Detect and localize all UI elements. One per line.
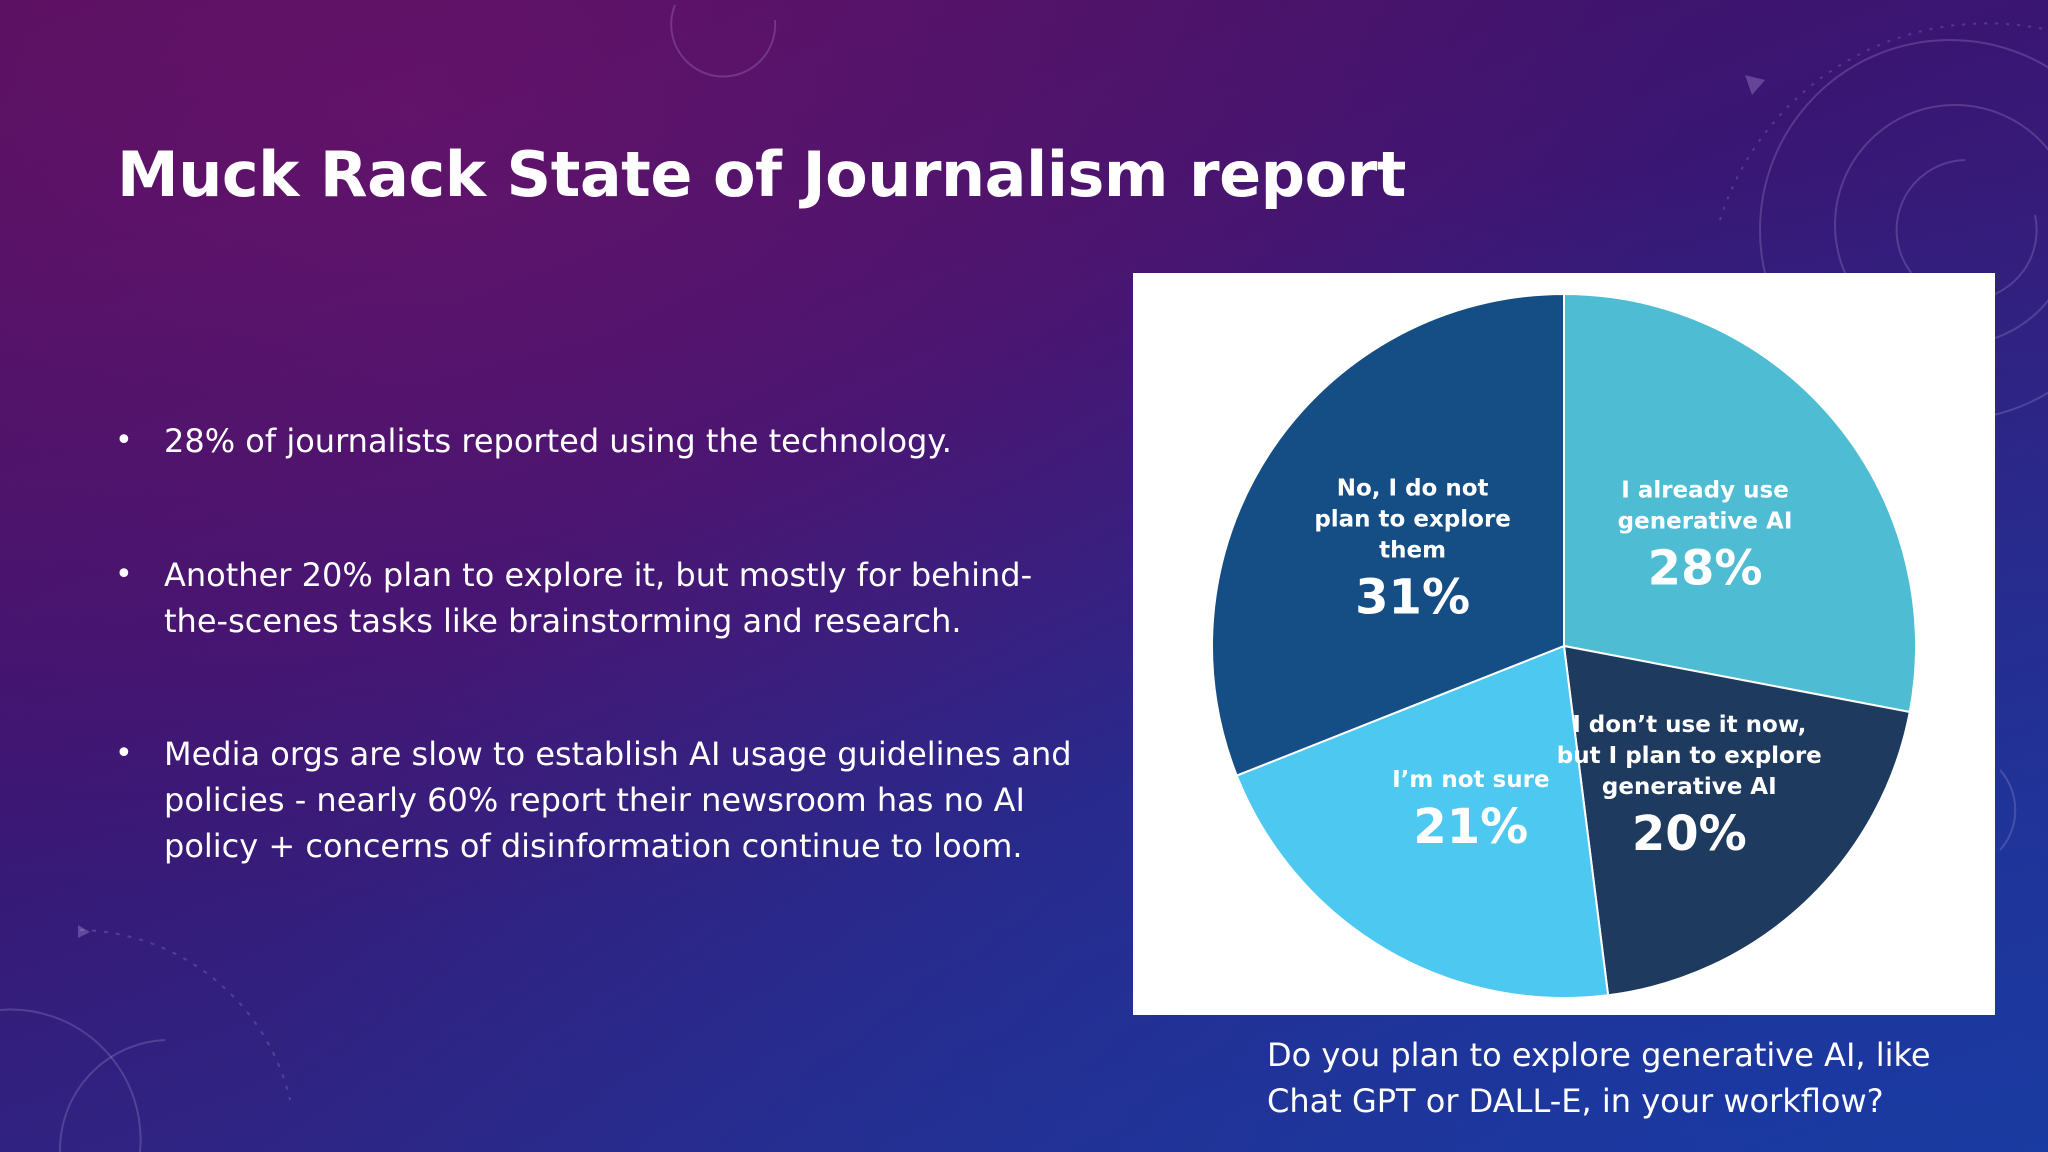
bullet-item: • Media orgs are slow to establish AI us…	[112, 731, 1072, 869]
slide-title: Muck Rack State of Journalism report	[117, 138, 1406, 211]
slice-label: I already use	[1621, 477, 1789, 503]
slice-label-group: I already use generative AI 28%	[1618, 477, 1793, 596]
pie-slice	[1562, 644, 1911, 997]
slice-label: No, I do not	[1337, 476, 1489, 502]
bullet-marker: •	[115, 557, 133, 592]
bullet-text: Media orgs are slow to establish AI usag…	[164, 735, 1072, 865]
slice-percent-label: 20%	[1632, 806, 1747, 862]
pie-slice	[1563, 292, 1917, 714]
slice-label-group: I don’t use it now, but I plan to explore…	[1557, 712, 1822, 862]
pie-chart-card: I already use generative AI 28% I don’t use…	[1133, 273, 1995, 1015]
slice-label: them	[1379, 538, 1446, 564]
slice-percent-label: 31%	[1355, 570, 1470, 626]
slice-percent-label: 21%	[1413, 799, 1528, 855]
bullet-item: • Another 20% plan to explore it, but mo…	[112, 552, 1072, 644]
pie-slice	[1211, 292, 1565, 777]
chart-caption: Do you plan to explore generative AI, li…	[1267, 1036, 1931, 1120]
pie-slice	[1235, 644, 1610, 999]
slice-label-group: I’m not sure 21%	[1392, 767, 1549, 855]
pie-chart: I already use generative AI 28% I don’t use…	[1211, 292, 1917, 999]
slice-label: I don’t use it now,	[1572, 712, 1806, 738]
slice-label: I’m not sure	[1392, 767, 1549, 793]
slice-label: generative AI	[1602, 774, 1777, 800]
slice-percent-label: 28%	[1648, 540, 1763, 596]
bullet-text: 28% of journalists reported using the te…	[164, 422, 952, 460]
slice-label: but I plan to explore	[1557, 743, 1822, 769]
bullet-list: • 28% of journalists reported using the …	[112, 418, 1072, 957]
slice-label: plan to explore	[1314, 507, 1511, 533]
bullet-text: Another 20% plan to explore it, but most…	[164, 556, 1033, 640]
bullet-marker: •	[115, 423, 133, 458]
bullet-item: • 28% of journalists reported using the …	[112, 418, 1072, 464]
slice-label: generative AI	[1618, 508, 1793, 534]
bullet-marker: •	[115, 736, 133, 771]
slice-label-group: No, I do not plan to explore them 31%	[1314, 476, 1511, 626]
